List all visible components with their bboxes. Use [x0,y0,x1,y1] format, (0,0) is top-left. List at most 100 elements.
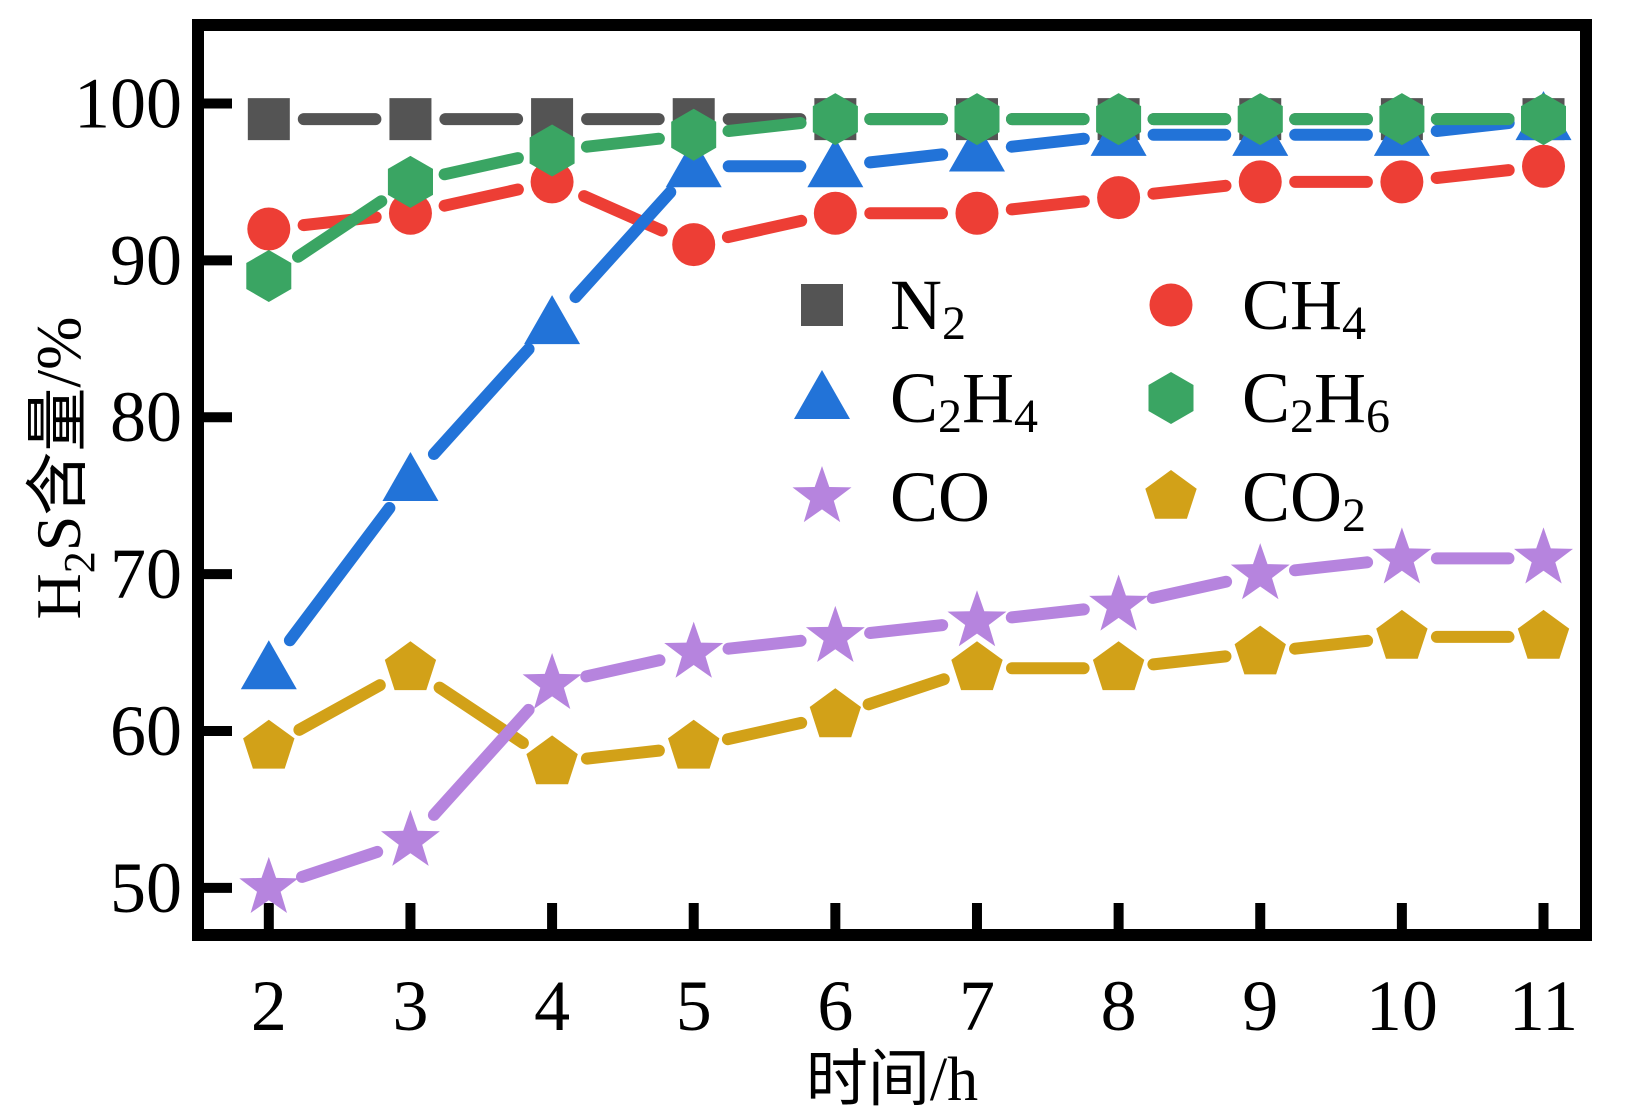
x-axis-tick-label: 11 [1509,966,1578,1046]
x-axis-tick-label: 4 [534,966,570,1046]
series-CH4-line-segment [1005,195,1090,216]
series-CO2-line-segment [1147,650,1232,671]
legend-label-subscript: 4 [1014,390,1038,443]
series-C2H6-data-point [1237,93,1283,146]
series-C2H4-line-segment [427,343,535,460]
plot-border [192,19,1592,941]
series-layer [239,91,1573,913]
series-C2H4-data-point [807,138,864,188]
series-C2H6-data-point [1096,93,1142,146]
series-C2H6 [246,93,1566,302]
series-C2H6-data-point [1379,93,1425,146]
series-CO2-data-point [1092,641,1145,691]
series-CH4-data-point [388,191,432,235]
series-CO-line-segment [580,654,666,683]
series-CO-data-point [664,621,724,678]
series-C2H4-data-point [948,122,1005,172]
series-CO2-line-segment [1289,634,1374,655]
series-CH4-data-point [247,207,291,251]
legend-label-N2: N2 [890,265,966,350]
series-C2H6-data-point [812,93,858,146]
legend-label-subscript: 6 [1366,390,1390,443]
series-CO2-data-point [1376,609,1428,659]
series-CH4-line-segment [721,214,808,244]
series-CH4-data-point [1380,160,1424,204]
x-axis-tick-label: 2 [251,966,287,1046]
series-CH4-data-point [672,223,716,267]
legend-label-text: H [962,358,1014,438]
x-axis-tick-label: 8 [1101,966,1137,1046]
legend-label-subscript: 4 [1342,297,1366,350]
series-CO-data-point [1089,574,1149,631]
series-CO [239,527,1573,913]
series-CO-line-segment [864,619,949,639]
legend-label-text: CH [1242,265,1342,345]
series-C2H6-data-point [529,124,575,177]
y-axis-title: H2S含量/% [23,317,104,620]
legend-item-CO: CO [792,457,990,537]
series-CO2-line-segment [862,673,950,711]
series-C2H6-data-point [246,250,292,302]
series-CO2-data-point [243,719,295,769]
series-C2H4-line-segment [569,186,677,304]
y-axis-title-main: H [23,573,94,619]
series-CH4-data-point [813,191,857,235]
legend-marker-CO [792,466,852,523]
series-C2H6-data-point [1521,93,1566,146]
series-CO-data-point [1372,527,1432,584]
legend-label-text: CO [1242,457,1342,537]
series-C2H6-line-segment [580,132,665,153]
series-CO-data-point [381,809,440,866]
legend-marker-C2H6 [1148,372,1194,424]
series-C2H4-data-point [382,452,439,501]
legend-label-CO2: CO2 [1242,457,1366,542]
series-CO2-data-point [526,735,578,785]
series-CO2-data-point [1517,609,1570,659]
series-CH4-line-segment [1430,164,1515,184]
series-C2H6-line-segment [438,152,524,181]
legend-marker-C2H4 [794,370,850,419]
series-CO-line-segment [1146,575,1233,604]
series-CO-line-segment [1005,603,1090,624]
legend-item-CH4: CH4 [1149,265,1366,350]
series-CO-data-point [522,653,582,709]
series-C2H4-data-point [240,640,297,690]
series-CO-line-segment [1289,556,1374,577]
legend-label-CH4: CH4 [1242,265,1366,350]
series-CO2-line-segment [293,679,386,736]
legend-label-C2H6: C2H6 [1242,358,1390,443]
x-axis-title: 时间/h [806,1046,978,1114]
legend-item-N2: N2 [801,265,966,350]
series-C2H4-data-point [524,295,581,345]
y-axis-tick-label: 50 [110,848,182,928]
series-CO2-data-point [668,719,720,769]
legend-label-subscript: 2 [1290,390,1314,443]
y-axis-tick-label: 80 [110,377,182,457]
series-C2H6-data-point [671,108,717,161]
axes: 50 60 70 80 90 100 2 3 4 5 6 7 8 9 10 11 [74,19,1592,1046]
y-axis-tick-label: 100 [74,63,182,143]
legend-marker-N2 [801,284,843,326]
series-CH4 [247,144,1566,267]
series-C2H4-data-point [665,138,722,188]
series-CO-line-segment [296,845,384,883]
y-axis-title-subscript: 2 [55,551,104,573]
series-CH4-line-segment [438,183,524,212]
series-CO-line-segment [427,703,535,821]
legend-label-text: N [890,265,942,345]
x-axis-tick-label: 6 [817,966,853,1046]
series-C2H6-data-point [387,155,433,208]
legend-item-CO2: CO2 [1145,457,1366,542]
series-CH4-data-point [1238,160,1282,204]
series-CO-data-point [1230,543,1290,600]
x-axis-tick-label: 10 [1366,966,1438,1046]
legend-marker-CO2 [1145,470,1197,519]
series-CH4-data-point [955,191,999,235]
series-CO-data-point [1514,527,1573,584]
series-CH4-data-point [1522,144,1566,188]
x-axis-tick-label: 7 [959,966,995,1046]
series-C2H4-line-segment [1005,132,1090,153]
series-C2H4-line-segment [283,502,396,647]
